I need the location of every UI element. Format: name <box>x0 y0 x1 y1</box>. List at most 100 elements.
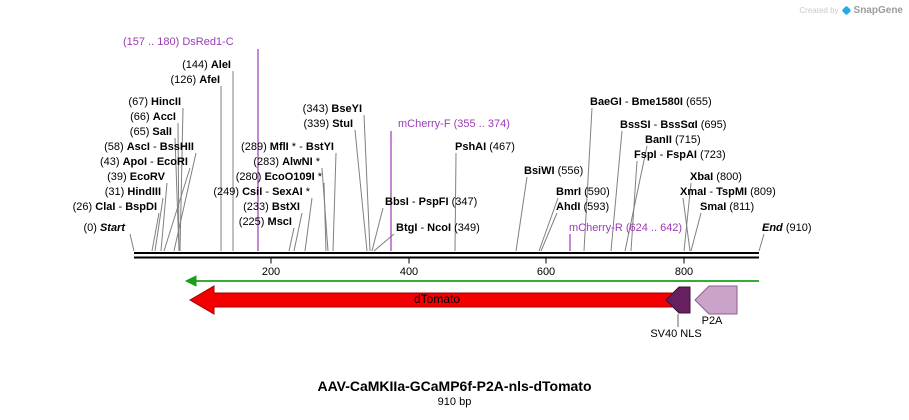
site-label-text: (467) <box>486 141 515 153</box>
ruler-tick-label-text: 800 <box>674 265 694 278</box>
site-label-text: AfeI <box>199 74 220 86</box>
site-label-text: (39) <box>107 171 130 183</box>
site-label-text: - <box>149 141 160 153</box>
site-label: (66) AccI <box>130 111 176 124</box>
site-label: BsiWI (556) <box>524 165 583 178</box>
ruler-tick-label-text: 200 <box>261 265 281 278</box>
site-label-text: MflI <box>269 141 289 153</box>
site-line <box>304 197 313 252</box>
site-label: AhdI (593) <box>556 201 609 214</box>
site-label-text: AhdI <box>556 201 581 213</box>
ruler-tick-label-text: 400 <box>399 265 419 278</box>
site-line <box>354 129 368 252</box>
site-label-text: BtgI <box>396 222 418 234</box>
site-label-text: SexAI <box>272 186 303 198</box>
site-line <box>363 114 371 252</box>
site-label-text: MscI <box>267 216 292 228</box>
site-label: XmaI - TspMI (809) <box>680 186 776 199</box>
site-label-text: AlwNI <box>282 156 313 168</box>
ruler-tick-label: 400 <box>400 266 418 279</box>
site-line <box>540 212 558 252</box>
site-line <box>610 130 623 252</box>
site-label-text: CsiI <box>242 186 263 198</box>
site-line <box>371 207 384 252</box>
site-label-text: (655) <box>682 96 712 108</box>
site-line <box>690 212 702 252</box>
site-line <box>129 233 135 252</box>
site-label-text: (225) <box>238 216 268 228</box>
site-label-text: BssHII <box>159 141 194 153</box>
site-label-text: PshAI <box>455 141 487 153</box>
site-line <box>682 197 691 252</box>
site-label-text: XmaI <box>680 186 707 198</box>
site-label-text: HincII <box>151 96 181 108</box>
site-label: (67) HincII <box>128 96 181 109</box>
site-line <box>179 107 184 252</box>
site-label-text: * - <box>288 141 306 153</box>
site-label: (144) AleI <box>182 59 231 72</box>
cds-arrow-head-icon <box>184 275 197 287</box>
site-line <box>758 233 765 252</box>
feature-sv40-nls-label-text: SV40 NLS <box>650 328 702 340</box>
site-label-text: - <box>417 222 428 234</box>
site-label-text: (280) <box>235 171 265 183</box>
site-label-text: (800) <box>713 171 742 183</box>
site-label-text: XbaI <box>690 171 714 183</box>
site-label-text: EcoRV <box>129 171 165 183</box>
site-label-text: BmrI <box>556 186 582 198</box>
site-label-text: End <box>762 222 783 234</box>
site-label-text: BsiWI <box>524 165 555 177</box>
ruler-tick-label-text: 600 <box>536 265 556 278</box>
site-line <box>323 182 327 252</box>
site-label: (233) BstXI <box>243 201 300 214</box>
site-label-text: BssSI <box>620 119 651 131</box>
site-label-text: (590) <box>581 186 610 198</box>
site-label-text: (556) <box>554 165 584 177</box>
site-label-text: (233) <box>243 201 272 213</box>
site-label-text: BaeGI <box>590 96 622 108</box>
primer-label: (157 .. 180) DsRed1-C <box>123 36 234 49</box>
site-label-text: EcoRI <box>156 156 188 168</box>
site-label: (58) AscI - BssHII <box>104 141 194 154</box>
site-label-text: (593) <box>580 201 610 213</box>
site-line <box>163 167 191 252</box>
site-label-text: AccI <box>152 111 176 123</box>
site-label: (65) SalI <box>130 126 172 139</box>
feature-p2a-label-text: P2A <box>701 315 723 327</box>
site-label: SmaI (811) <box>700 201 754 214</box>
site-label-text: - <box>706 186 717 198</box>
site-line <box>288 227 295 252</box>
credit-brand-text: SnapGene <box>853 5 903 16</box>
construct-length: 910 bp <box>437 396 472 408</box>
site-label-text: - <box>147 156 157 168</box>
site-label: (31) HindIII <box>105 186 161 199</box>
site-label-text: (283) <box>253 156 283 168</box>
site-label-text: (723) <box>696 149 726 161</box>
site-label-text: (31) <box>104 186 128 198</box>
site-label-text: (695) <box>697 119 727 131</box>
site-label-text: - <box>650 119 661 131</box>
site-label: (339) StuI <box>303 118 353 131</box>
feature-sv40-nls-label: SV40 NLS <box>650 328 701 341</box>
site-line <box>624 145 648 252</box>
feature-dtomato-label: dTomato <box>414 293 460 306</box>
site-label: BtgI - NcoI (349) <box>396 222 480 235</box>
site-label-text: BstYI <box>305 141 334 153</box>
site-label: FspI - FspAI (723) <box>634 149 726 162</box>
site-line <box>151 212 160 252</box>
site-label-text: BseYI <box>331 103 362 115</box>
site-label-text: ClaI <box>95 201 116 213</box>
site-label-text: NcoI <box>427 222 452 234</box>
site-label-text: - <box>656 149 667 161</box>
site-label-text: ApoI <box>122 156 148 168</box>
site-label-text: EcoO109I <box>264 171 315 183</box>
site-label-text: (249) <box>213 186 243 198</box>
site-label: (343) BseYI <box>303 103 362 116</box>
site-line <box>583 107 593 252</box>
ruler-tick-label: 600 <box>537 266 555 279</box>
site-label-text: AleI <box>210 59 231 71</box>
site-line <box>454 152 457 252</box>
site-label-text: - <box>262 186 273 198</box>
